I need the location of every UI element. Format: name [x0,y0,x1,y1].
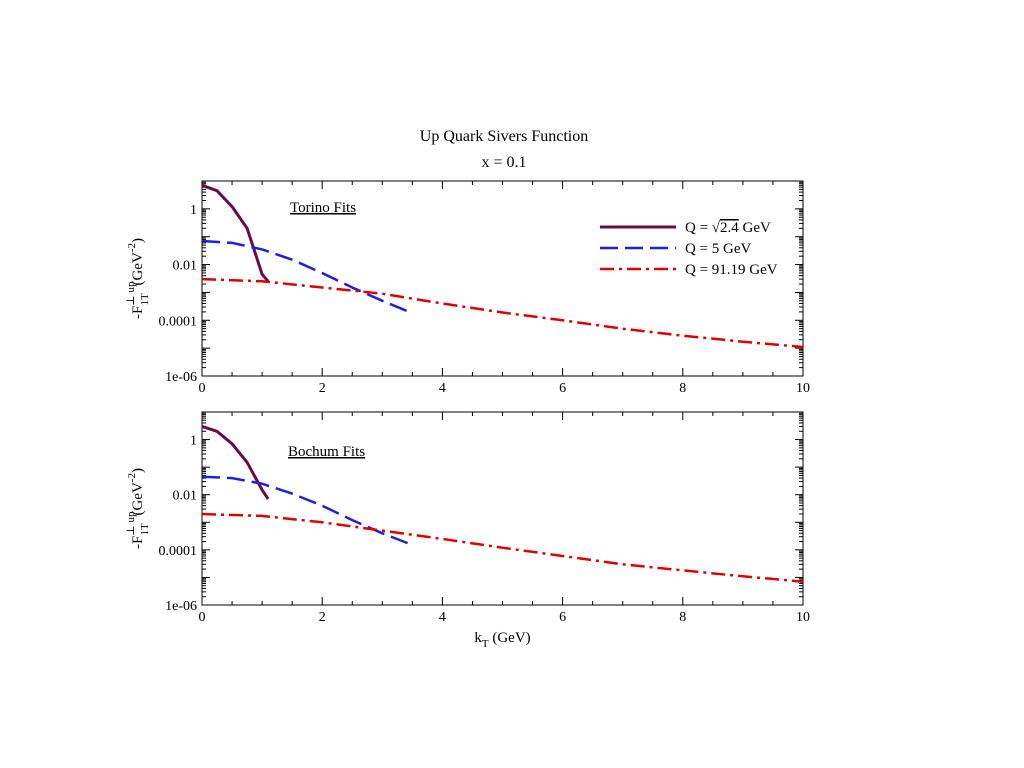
y-tick-label: 0.0001 [159,314,198,329]
y-axis-title-unit-exp: -2 [126,473,138,482]
x-axis-title-unit: (GeV) [489,630,531,646]
series-line-2 [201,239,413,315]
x-tick-label: 8 [679,610,686,625]
y-axis-title-sup: ⊥ up [125,281,137,306]
y-axis-title: -F⊥ up 1T (GeV-2) [125,238,151,319]
series-line-1 [201,183,270,283]
chart-panel-1: 0 2 4 6 8 10 1 0.01 0.0001 1e-06 -F⊥ up 1T (GeV-2) T… [125,180,810,396]
y-tick-label: 1e-06 [165,599,197,614]
x-tick-label: 0 [199,381,206,396]
x-tick-label: 10 [796,610,810,625]
x-axis-title-sub: T [482,638,489,650]
y-tick-label: 1 [190,434,197,449]
legend: Q = √2.4 GeV Q = 5 GeV Q = 91.19 GeV [600,220,778,278]
legend-label-1: Q = √2.4 GeV [685,220,771,236]
x-tick-label: 6 [559,610,566,625]
legend-label-prefix: Q = [685,220,712,236]
panel-label: Torino Fits [290,200,356,216]
y-axis-title-unit: (GeV [130,482,146,519]
x-tick-label: 4 [439,381,446,396]
series-line-2 [201,475,413,547]
y-axis-title-unit-exp: -2 [126,243,138,252]
panel-label: Bochum Fits [288,444,365,460]
y-tick-label: 0.0001 [159,544,198,559]
y-axis-title-main: -F [130,306,146,319]
series-line-3 [201,512,804,583]
figure-subtitle: x = 0.1 [481,154,526,171]
y-axis-title-sub: 1T [139,293,151,306]
x-axis-title: kT (GeV) [474,630,530,650]
y-tick-label: 0.01 [173,259,198,274]
legend-label-radicand: 2.4 [720,220,739,236]
x-tick-label: 2 [319,381,326,396]
legend-label-2: Q = 5 GeV [685,241,752,257]
y-tick-label: 1 [190,203,197,218]
y-axis-title-sup: ⊥ up [125,511,137,536]
plot-frame [201,411,804,606]
legend-label-radical: √ [712,220,721,236]
y-axis-title-unit-close: ) [130,238,146,243]
x-tick-label: 4 [439,610,446,625]
y-axis-title-sub: 1T [139,523,151,536]
legend-label-suffix: GeV [739,220,771,236]
y-axis-title-unit-close: ) [130,468,146,473]
x-tick-label: 0 [199,610,206,625]
x-axis-title-main: k [474,630,482,646]
chart-panel-2: 0 2 4 6 8 10 1 0.01 0.0001 1e-06 -F⊥ up 1T (GeV-2) k… [125,411,810,650]
y-axis-title-unit: (GeV [130,252,146,289]
x-tick-label: 6 [559,381,566,396]
x-tick-label: 10 [796,381,810,396]
y-axis-title: -F⊥ up 1T (GeV-2) [125,468,151,549]
legend-label-3: Q = 91.19 GeV [685,262,778,278]
series-line-1 [201,424,270,500]
x-tick-label: 2 [319,610,326,625]
y-axis-title-main: -F [130,536,146,549]
series-line-3 [201,277,804,349]
x-tick-label: 8 [679,381,686,396]
figure-title: Up Quark Sivers Function [420,128,588,145]
y-tick-label: 1e-06 [165,370,197,385]
y-tick-label: 0.01 [173,489,198,504]
